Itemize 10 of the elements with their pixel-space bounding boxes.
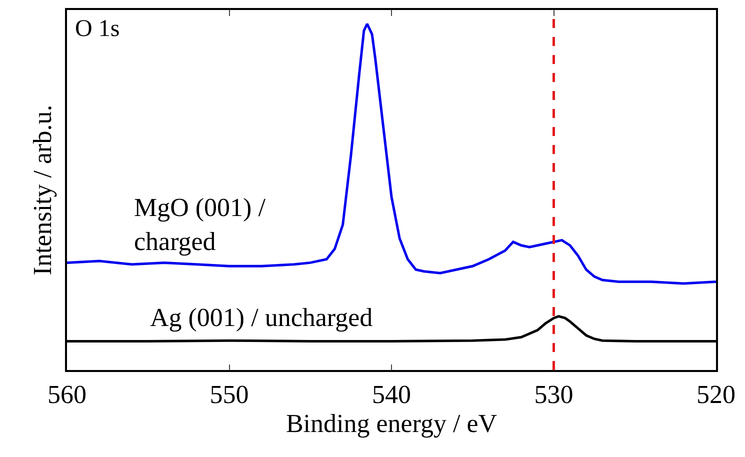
series-label: MgO (001) / charged	[134, 193, 266, 256]
x-axis-title: Binding energy / eV	[286, 408, 498, 438]
x-tick-label: 550	[210, 380, 249, 409]
x-tick-label: 530	[534, 380, 574, 409]
x-tick-label: 560	[48, 380, 86, 409]
series-label: Ag (001) / uncharged	[150, 303, 373, 332]
x-tick-label: 520	[696, 380, 736, 409]
annotation: O 1s	[75, 16, 120, 42]
x-tick-label: 540	[372, 380, 411, 409]
y-axis-title: Intensity / arb.u.	[28, 104, 58, 276]
